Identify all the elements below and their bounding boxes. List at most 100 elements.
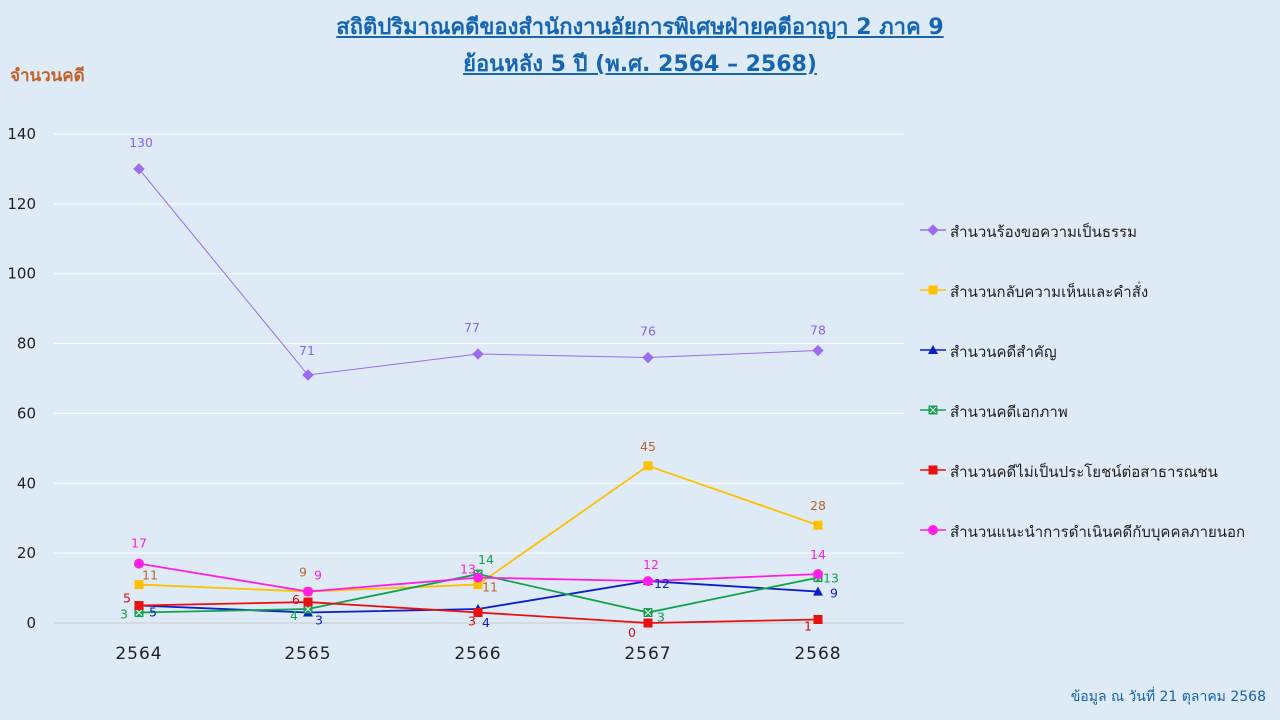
triangle-marker [813, 586, 823, 596]
data-label: 5 [123, 591, 131, 606]
data-label: 3 [657, 610, 665, 625]
y-tick-label: 80 [17, 335, 36, 353]
legend-label: สำนวนร้องขอความเป็นธรรม [950, 223, 1137, 241]
series-line-1 [138, 168, 819, 376]
data-label: 78 [810, 323, 826, 338]
diamond-marker [302, 369, 314, 381]
legend-item: สำนวนร้องขอความเป็นธรรม [918, 200, 1268, 260]
square-marker [134, 580, 144, 590]
y-tick-label: 0 [26, 614, 36, 632]
y-tick-label: 140 [7, 125, 36, 143]
legend-label: สำนวนกลับความเห็นและคำสั่ง [950, 283, 1149, 301]
legend-label: สำนวนคดีสำคัญ [950, 343, 1057, 361]
diamond-marker [472, 348, 484, 360]
square-x-marker-cross [304, 605, 312, 613]
legend-swatch [920, 285, 946, 295]
y-tick-label: 20 [17, 544, 36, 562]
x-tick-label: 2565 [284, 644, 331, 664]
square-x-marker-cross [644, 609, 652, 616]
data-label: 77 [464, 320, 480, 335]
diamond-marker [133, 163, 145, 175]
legend-item: สำนวนคดีสำคัญ [918, 320, 1268, 380]
square-marker [928, 285, 938, 295]
data-label: 9 [830, 586, 838, 601]
data-label: 4 [290, 608, 298, 623]
circle-marker [643, 576, 653, 587]
diamond-marker [642, 351, 654, 364]
legend-swatch [920, 465, 946, 475]
data-label: 14 [810, 547, 826, 562]
x-tick-label: 2564 [115, 644, 162, 664]
square-x-marker [928, 405, 938, 415]
data-label: 1 [804, 619, 812, 634]
chart-legend: สำนวนร้องขอความเป็นธรรมสำนวนกลับความเห็น… [918, 200, 1268, 560]
data-label: 12 [643, 557, 659, 572]
data-label: 3 [120, 607, 128, 622]
data-label: 45 [640, 439, 656, 454]
circle-marker [928, 525, 938, 535]
legend-item: สำนวนแนะนำการดำเนินคดีกับบุคคลภายนอก [918, 500, 1268, 560]
square-marker [303, 597, 313, 607]
diamond-marker [927, 224, 939, 236]
data-date-note: ข้อมูล ณ วันที่ 21 ตุลาคม 2568 [1070, 689, 1266, 705]
legend-swatch [920, 405, 946, 415]
legend-label: สำนวนคดีไม่เป็นประโยชน์ต่อสาธารณชน [950, 463, 1218, 481]
square-marker [134, 601, 144, 611]
square-marker [813, 615, 823, 625]
data-label: 13 [460, 562, 476, 577]
square-marker [643, 461, 653, 471]
legend-label: สำนวนแนะนำการดำเนินคดีกับบุคคลภายนอก [950, 523, 1246, 541]
chart-title-line2: ย้อนหลัง 5 ปี (พ.ศ. 2564 – 2568) [463, 52, 817, 77]
data-label: 17 [131, 536, 147, 551]
square-x-marker-cross [135, 609, 143, 616]
y-tick-label: 40 [17, 474, 36, 492]
data-label: 12 [654, 576, 670, 591]
data-label: 14 [478, 552, 494, 567]
circle-marker [813, 569, 823, 580]
square-x-marker-cross [929, 406, 937, 414]
square-marker [473, 580, 483, 590]
data-label: 71 [299, 343, 315, 358]
circle-marker [473, 572, 483, 583]
data-label: 3 [468, 614, 476, 629]
triangle-marker [928, 345, 938, 354]
data-label: 28 [810, 498, 826, 513]
y-axis-label: จำนวนคดี [10, 66, 85, 86]
data-label: 9 [299, 565, 307, 580]
legend-item: สำนวนคดีเอกภาพ [918, 380, 1268, 440]
square-x-marker [643, 608, 653, 618]
data-label: 13 [823, 571, 839, 586]
data-label: 3 [315, 613, 323, 628]
circle-marker [303, 586, 313, 597]
x-tick-label: 2567 [624, 644, 671, 664]
diamond-marker [812, 344, 824, 357]
data-label: 0 [628, 625, 636, 640]
chart-title-line1: สถิติปริมาณคดีของสำนักงานอัยการพิเศษฝ่าย… [336, 15, 944, 40]
legend-swatch [920, 345, 946, 354]
y-tick-label: 100 [7, 265, 36, 283]
y-tick-label: 60 [17, 404, 36, 422]
square-x-marker [134, 608, 144, 618]
legend-item: สำนวนคดีไม่เป็นประโยชน์ต่อสาธารณชน [918, 440, 1268, 500]
x-tick-label: 2566 [454, 644, 501, 664]
square-x-marker [303, 604, 313, 614]
data-label: 11 [482, 580, 498, 595]
legend-item: สำนวนกลับความเห็นและคำสั่ง [918, 260, 1268, 320]
circle-marker [134, 558, 144, 569]
square-marker [813, 520, 823, 530]
data-label: 6 [292, 592, 300, 607]
legend-swatch [920, 224, 946, 236]
square-marker [473, 608, 483, 618]
data-label: 130 [129, 135, 153, 150]
data-label: 5 [149, 605, 157, 620]
data-label: 11 [142, 568, 158, 583]
y-tick-label: 120 [7, 195, 36, 213]
data-label: 4 [482, 615, 490, 630]
square-marker [643, 618, 653, 628]
x-tick-label: 2568 [794, 644, 841, 664]
legend-label: สำนวนคดีเอกภาพ [950, 403, 1068, 421]
legend-swatch [920, 525, 946, 535]
data-label: 9 [314, 568, 322, 583]
data-label: 76 [640, 324, 656, 339]
